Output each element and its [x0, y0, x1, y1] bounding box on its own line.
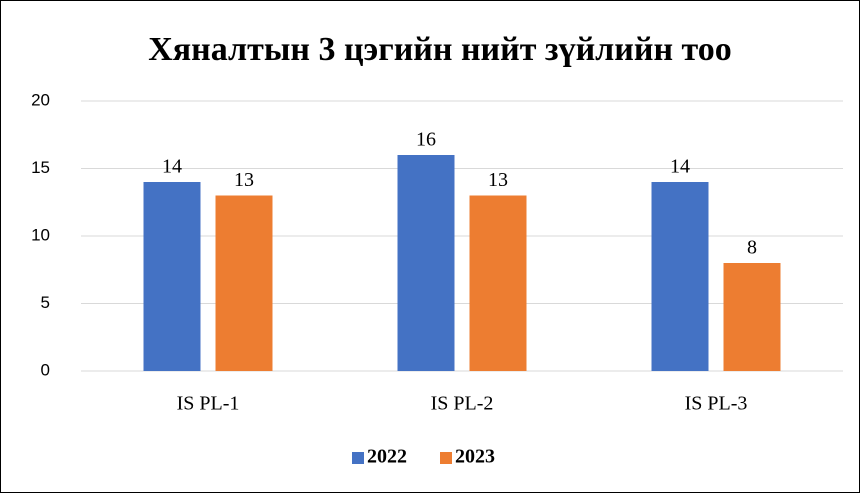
y-tick-label: 15 [31, 158, 50, 177]
legend-label: 2023 [455, 446, 495, 468]
data-label: 13 [488, 169, 508, 191]
y-tick-label: 10 [31, 225, 50, 244]
chart-title: Хяналтын 3 цэгийн нийт зүйлийн тоо [148, 31, 732, 68]
bar [469, 195, 527, 371]
legend-swatch [440, 452, 452, 464]
bar [143, 182, 201, 371]
data-label: 14 [162, 156, 182, 178]
y-tick-label: 5 [41, 293, 50, 312]
bar [723, 263, 781, 371]
y-tick-label: 0 [41, 360, 50, 379]
legend-swatch [352, 452, 364, 464]
x-tick-label: IS PL-3 [685, 393, 748, 415]
data-label: 8 [747, 237, 757, 259]
bar [397, 155, 455, 371]
data-label: 16 [416, 129, 436, 151]
bar [215, 195, 273, 371]
data-label: 13 [234, 169, 254, 191]
y-tick-label: 20 [31, 90, 50, 109]
legend-label: 2022 [367, 446, 407, 468]
x-tick-label: IS PL-2 [431, 393, 494, 415]
data-label: 14 [670, 156, 690, 178]
bar [651, 182, 709, 371]
x-tick-label: IS PL-1 [177, 393, 240, 415]
